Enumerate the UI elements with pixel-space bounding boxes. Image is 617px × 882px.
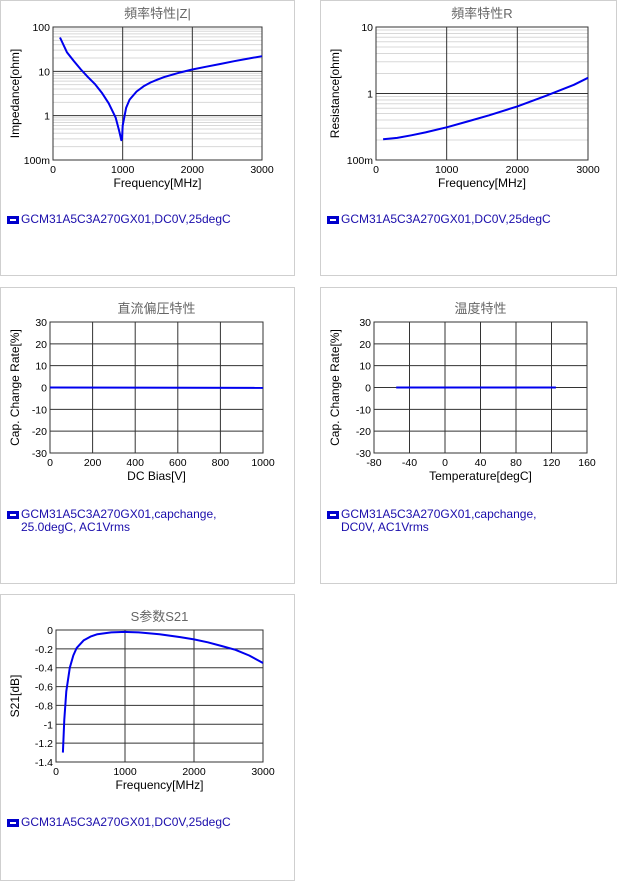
y-tick-label: 10 xyxy=(38,66,50,78)
x-tick-label: 2000 xyxy=(182,766,206,778)
y-axis-label: Cap. Change Rate[%] xyxy=(328,329,342,446)
y-tick-label: -30 xyxy=(32,448,47,460)
x-tick-label: 0 xyxy=(373,164,379,176)
chart-title: S参数S21 xyxy=(131,609,189,624)
x-tick-label: 400 xyxy=(126,457,144,469)
y-axis-label: Impedance[ohm] xyxy=(8,49,22,138)
legend-swatch-icon xyxy=(7,819,19,827)
x-tick-label: 1000 xyxy=(113,766,137,778)
resistance-legend[interactable]: GCM31A5C3A270GX01,DC0V,25degC xyxy=(327,213,551,226)
y-tick-label: -20 xyxy=(356,426,371,438)
y-tick-label: 30 xyxy=(35,317,47,329)
y-tick-label: -20 xyxy=(32,426,47,438)
x-tick-label: 600 xyxy=(169,457,187,469)
resistance-chart: 頻率特性R 100m 1 10 0 1000 2000 3000 Frequency[MHz] R… xyxy=(321,1,617,277)
y-axis-label: Cap. Change Rate[%] xyxy=(8,329,22,446)
x-tick-label: 800 xyxy=(212,457,230,469)
y-tick-label: 30 xyxy=(359,317,371,329)
y-tick-label: 10 xyxy=(35,361,47,373)
x-tick-label: 0 xyxy=(50,164,56,176)
x-tick-label: 40 xyxy=(475,457,487,469)
x-axis-label: DC Bias[V] xyxy=(127,469,186,483)
dc-bias-legend[interactable]: GCM31A5C3A270GX01,capchange, 25.0degC, A… xyxy=(7,508,251,534)
s21-legend-label: GCM31A5C3A270GX01,DC0V,25degC xyxy=(21,816,231,829)
temperature-legend[interactable]: GCM31A5C3A270GX01,capchange, DC0V, AC1Vr… xyxy=(327,508,571,534)
x-tick-label: 2000 xyxy=(506,164,530,176)
x-tick-label: 3000 xyxy=(251,766,275,778)
x-axis-label: Frequency[MHz] xyxy=(115,778,203,792)
y-tick-label: 100m xyxy=(24,155,51,167)
legend-swatch-icon xyxy=(7,511,19,519)
legend-swatch-icon xyxy=(327,216,339,224)
x-tick-label: 3000 xyxy=(576,164,600,176)
dc-bias-chart-panel: 直流偏圧特性 -30 -20 -10 0 10 20 30 0 200 400 600 800 1000 D… xyxy=(0,287,295,584)
y-tick-label: 10 xyxy=(359,361,371,373)
x-axis-label: Frequency[MHz] xyxy=(438,176,526,190)
y-axis-label: S21[dB] xyxy=(8,675,22,718)
y-tick-label: 10 xyxy=(361,22,373,34)
y-tick-label: 100m xyxy=(347,155,374,167)
y-tick-label: 20 xyxy=(359,339,371,351)
chart-title: 直流偏圧特性 xyxy=(117,301,195,316)
y-tick-label: 0 xyxy=(365,383,371,395)
y-tick-label: 100 xyxy=(32,22,50,34)
impedance-legend[interactable]: GCM31A5C3A270GX01,DC0V,25degC xyxy=(7,213,231,226)
y-tick-label: -10 xyxy=(356,404,371,416)
x-tick-label: 1000 xyxy=(435,164,459,176)
x-tick-label: 0 xyxy=(47,457,53,469)
y-tick-label: -1.4 xyxy=(35,757,53,769)
y-tick-label: 20 xyxy=(35,339,47,351)
resistance-legend-label: GCM31A5C3A270GX01,DC0V,25degC xyxy=(341,213,551,226)
legend-swatch-icon xyxy=(327,511,339,519)
x-tick-label: 1000 xyxy=(251,457,275,469)
chart-title: 頻率特性|Z| xyxy=(124,6,191,21)
dc-bias-chart: 直流偏圧特性 -30 -20 -10 0 10 20 30 0 200 400 600 800 1000 D… xyxy=(1,288,296,585)
series-line xyxy=(63,632,263,753)
x-tick-label: 120 xyxy=(543,457,561,469)
x-tick-label: 80 xyxy=(510,457,522,469)
y-tick-label: -1.2 xyxy=(35,738,53,750)
x-axis-label: Frequency[MHz] xyxy=(113,176,201,190)
x-tick-label: -80 xyxy=(366,457,381,469)
x-tick-label: 0 xyxy=(442,457,448,469)
x-tick-label: -40 xyxy=(402,457,417,469)
y-tick-label: -1 xyxy=(44,719,53,731)
y-tick-label: 1 xyxy=(367,89,373,101)
y-tick-label: 0 xyxy=(47,625,53,637)
x-tick-label: 1000 xyxy=(111,164,135,176)
y-tick-label: 1 xyxy=(44,111,50,123)
x-axis-label: Temperature[degC] xyxy=(429,469,532,483)
y-tick-label: -0.4 xyxy=(35,663,53,675)
s21-legend[interactable]: GCM31A5C3A270GX01,DC0V,25degC xyxy=(7,816,231,829)
s21-chart-panel: S参数S21 -1.4 -1.2 -1 -0.8 -0.6 -0.4 -0.2 0 0 1000 20… xyxy=(0,594,295,881)
plot-frame xyxy=(53,27,262,160)
s21-chart: S参数S21 -1.4 -1.2 -1 -0.8 -0.6 -0.4 -0.2 0 0 1000 20… xyxy=(1,595,296,882)
x-tick-label: 2000 xyxy=(181,164,205,176)
chart-title: 頻率特性R xyxy=(451,6,512,21)
y-axis-label: Resistance[ohm] xyxy=(328,49,342,138)
x-tick-label: 0 xyxy=(53,766,59,778)
x-tick-label: 200 xyxy=(84,457,102,469)
temperature-legend-label: GCM31A5C3A270GX01,capchange, DC0V, AC1Vr… xyxy=(341,508,571,534)
y-tick-label: -0.6 xyxy=(35,682,53,694)
impedance-legend-label: GCM31A5C3A270GX01,DC0V,25degC xyxy=(21,213,231,226)
y-tick-label: -10 xyxy=(32,404,47,416)
resistance-chart-panel: 頻率特性R 100m 1 10 0 1000 2000 3000 Frequency[MHz] R… xyxy=(320,0,617,276)
y-tick-label: -0.2 xyxy=(35,644,53,656)
chart-title: 温度特性 xyxy=(454,301,506,316)
x-tick-label: 3000 xyxy=(250,164,274,176)
dc-bias-legend-label: GCM31A5C3A270GX01,capchange, 25.0degC, A… xyxy=(21,508,251,534)
y-tick-label: 0 xyxy=(41,383,47,395)
legend-swatch-icon xyxy=(7,216,19,224)
y-tick-label: -0.8 xyxy=(35,700,53,712)
x-tick-label: 160 xyxy=(578,457,596,469)
